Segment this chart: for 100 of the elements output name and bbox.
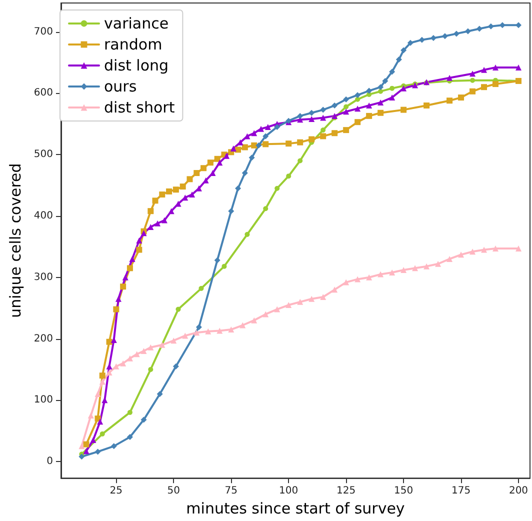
point [396, 56, 402, 62]
point [159, 192, 166, 198]
point [159, 342, 166, 348]
point [470, 248, 476, 255]
point [115, 296, 122, 302]
point [446, 98, 453, 104]
point [83, 441, 90, 448]
point [235, 185, 242, 192]
point [148, 366, 154, 372]
point [389, 94, 396, 101]
point [446, 74, 453, 81]
point [120, 360, 126, 366]
x-tick-label: 100 [279, 486, 298, 497]
point [442, 33, 448, 40]
point [200, 165, 207, 172]
point [244, 232, 250, 237]
point [382, 78, 388, 84]
point [355, 96, 360, 102]
point [332, 102, 338, 109]
point [476, 26, 482, 32]
point [152, 198, 158, 204]
point [470, 70, 476, 77]
point [297, 139, 304, 146]
point [176, 306, 181, 312]
point [435, 260, 442, 267]
point [308, 296, 315, 302]
x-tick-label: 175 [451, 486, 471, 497]
point [320, 106, 326, 113]
point [207, 160, 214, 166]
point [154, 220, 161, 226]
point [400, 85, 407, 92]
point [99, 372, 106, 379]
point [189, 192, 196, 198]
x-tick-label: 200 [508, 486, 528, 497]
point [248, 154, 255, 161]
point [222, 264, 227, 269]
point [251, 130, 258, 136]
point [242, 144, 248, 150]
point [453, 30, 460, 37]
point [470, 88, 476, 94]
point [113, 306, 120, 312]
point [424, 263, 430, 270]
point [354, 119, 361, 126]
point [344, 104, 349, 110]
point [446, 256, 453, 262]
point [458, 252, 464, 258]
y-tick-label: 700 [34, 26, 53, 38]
point [251, 317, 258, 324]
point [78, 443, 85, 450]
point [224, 152, 230, 159]
x-tick-label: 150 [394, 486, 414, 497]
point [400, 267, 407, 274]
point [492, 246, 499, 252]
y-tick-label: 200 [34, 333, 53, 344]
point [492, 81, 499, 88]
point [262, 311, 269, 318]
point [378, 99, 384, 106]
point [332, 130, 338, 136]
point [366, 88, 372, 94]
point [298, 158, 303, 164]
point [180, 184, 186, 190]
point [78, 454, 85, 460]
point [354, 276, 361, 282]
point [126, 434, 133, 440]
point [263, 206, 268, 212]
legend-label: variance [104, 14, 169, 32]
point [354, 106, 361, 112]
point [120, 284, 126, 290]
point [182, 332, 188, 339]
point [320, 128, 326, 133]
point [262, 141, 269, 148]
point [172, 363, 179, 370]
point [258, 126, 264, 132]
x-tick-label: 25 [110, 486, 123, 497]
point [126, 265, 133, 272]
point [264, 124, 271, 130]
point [100, 431, 105, 436]
point [134, 351, 140, 358]
point [354, 92, 361, 98]
point [168, 208, 174, 214]
point [99, 378, 106, 385]
point [172, 186, 179, 193]
point [88, 412, 94, 418]
point [274, 124, 280, 130]
y-tick-label: 300 [34, 272, 53, 283]
point [106, 370, 112, 376]
point [274, 186, 280, 191]
point [156, 391, 163, 398]
point [407, 40, 414, 46]
point [366, 274, 372, 280]
point [242, 170, 248, 176]
point [343, 127, 350, 134]
point [481, 66, 488, 73]
point [230, 145, 236, 152]
point [235, 146, 242, 153]
point [228, 326, 234, 333]
point [274, 306, 280, 312]
point [481, 246, 488, 253]
x-tick-label: 75 [224, 486, 238, 497]
y-tick-label: 500 [34, 149, 53, 160]
